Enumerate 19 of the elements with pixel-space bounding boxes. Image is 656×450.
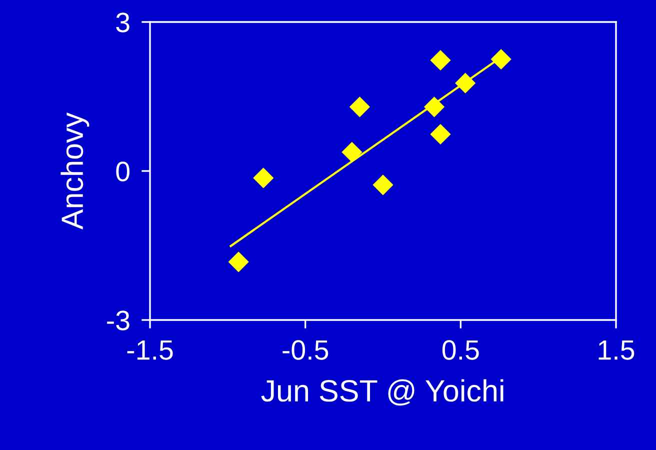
y-axis-title: Anchovy	[60, 112, 90, 230]
point	[228, 252, 249, 272]
point	[349, 96, 370, 118]
x-tick-label: 0.5	[442, 340, 479, 360]
x-tick-label: -1.5	[127, 340, 173, 360]
point	[424, 96, 445, 118]
y-tick-label: 0	[116, 162, 130, 182]
x-tick-label: 1.5	[598, 340, 634, 360]
x-tick-label: -0.5	[282, 340, 328, 360]
point	[490, 48, 512, 70]
y-tick-label: 3	[116, 12, 130, 32]
point	[455, 72, 476, 94]
point	[430, 50, 451, 71]
point	[253, 168, 274, 188]
point	[372, 174, 394, 196]
x-axis-title: Jun SST @ Yoichi	[261, 379, 504, 406]
point	[430, 124, 451, 145]
y-tick-label: -3	[107, 310, 130, 330]
point	[342, 142, 362, 162]
